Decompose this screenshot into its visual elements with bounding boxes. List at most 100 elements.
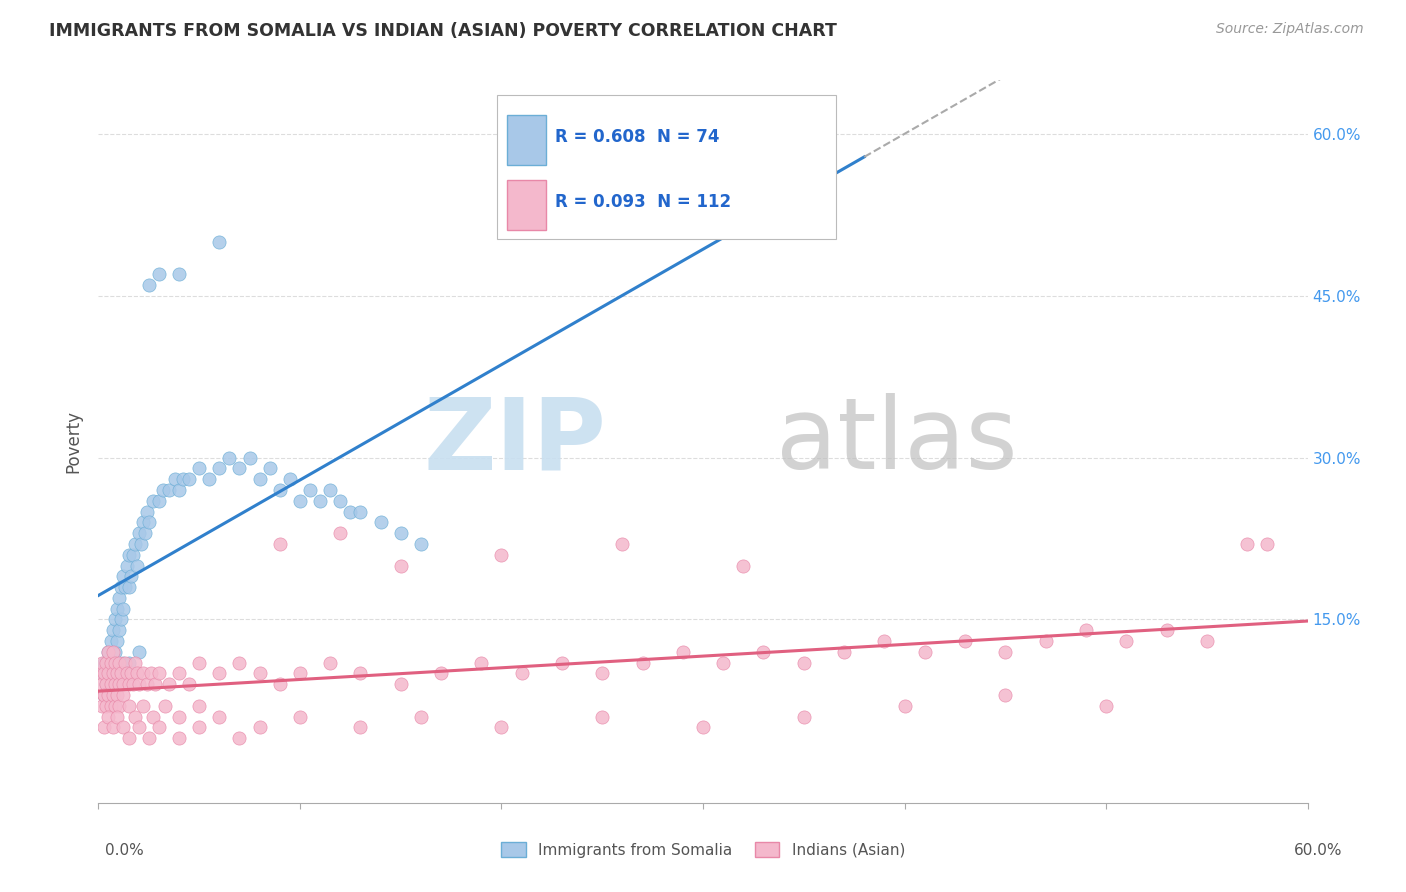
Legend: Immigrants from Somalia, Indians (Asian): Immigrants from Somalia, Indians (Asian): [495, 836, 911, 863]
Point: [97, 688, 120, 702]
Point: [349, 720, 371, 734]
Point: [188, 720, 211, 734]
Point: [96, 677, 118, 691]
Point: [91, 698, 114, 713]
Point: [101, 688, 124, 702]
Point: [103, 698, 125, 713]
Point: [249, 472, 271, 486]
Point: [319, 483, 342, 497]
Point: [510, 666, 533, 681]
Point: [134, 526, 156, 541]
Point: [172, 472, 194, 486]
Point: [107, 656, 129, 670]
Point: [100, 698, 122, 713]
Point: [101, 624, 124, 638]
Text: IMMIGRANTS FROM SOMALIA VS INDIAN (ASIAN) POVERTY CORRELATION CHART: IMMIGRANTS FROM SOMALIA VS INDIAN (ASIAN…: [49, 22, 837, 40]
Point: [114, 656, 136, 670]
Point: [93, 688, 115, 702]
Point: [142, 493, 165, 508]
Point: [188, 656, 211, 670]
Point: [349, 666, 371, 681]
Point: [249, 720, 271, 734]
Point: [1236, 537, 1258, 551]
Point: [101, 720, 124, 734]
Point: [107, 624, 129, 638]
Point: [91, 666, 114, 681]
Point: [389, 526, 412, 541]
FancyBboxPatch shape: [498, 95, 837, 239]
Point: [124, 537, 146, 551]
Point: [142, 709, 165, 723]
Point: [110, 612, 132, 626]
Point: [132, 698, 155, 713]
Point: [873, 634, 896, 648]
Point: [118, 698, 141, 713]
Point: [329, 493, 352, 508]
Point: [138, 731, 160, 745]
Point: [148, 493, 170, 508]
Text: R = 0.093  N = 112: R = 0.093 N = 112: [555, 193, 731, 211]
Point: [114, 580, 136, 594]
Point: [93, 720, 115, 734]
Point: [1256, 537, 1278, 551]
Point: [118, 580, 141, 594]
Point: [100, 677, 122, 691]
Point: [89, 666, 111, 681]
Point: [163, 472, 186, 486]
Point: [409, 709, 432, 723]
Point: [96, 677, 118, 691]
Point: [97, 709, 120, 723]
Point: [288, 666, 311, 681]
Point: [110, 666, 132, 681]
Point: [132, 666, 155, 681]
Point: [97, 688, 120, 702]
Point: [288, 709, 311, 723]
Point: [157, 483, 180, 497]
Point: [278, 472, 301, 486]
Point: [1095, 698, 1118, 713]
Point: [111, 656, 134, 670]
Point: [101, 656, 124, 670]
Point: [208, 235, 231, 249]
Point: [111, 720, 134, 734]
Point: [153, 698, 176, 713]
Point: [914, 645, 936, 659]
Point: [107, 666, 129, 681]
Point: [349, 505, 371, 519]
Point: [1115, 634, 1137, 648]
Point: [107, 591, 129, 605]
Point: [319, 656, 342, 670]
Point: [93, 656, 115, 670]
Point: [228, 731, 250, 745]
Point: [1035, 634, 1057, 648]
Point: [249, 666, 271, 681]
Point: [591, 666, 613, 681]
Point: [97, 645, 120, 659]
Point: [994, 645, 1017, 659]
Point: [1156, 624, 1178, 638]
Point: [96, 656, 118, 670]
Point: [208, 461, 231, 475]
Point: [103, 645, 125, 659]
Point: [409, 537, 432, 551]
Text: 0.0%: 0.0%: [105, 843, 145, 858]
Point: [135, 505, 157, 519]
Point: [228, 461, 250, 475]
Point: [101, 666, 124, 681]
Point: [389, 677, 412, 691]
Point: [470, 656, 492, 670]
Point: [198, 472, 221, 486]
Text: R = 0.608  N = 74: R = 0.608 N = 74: [555, 128, 720, 145]
Point: [832, 645, 855, 659]
Point: [118, 548, 141, 562]
FancyBboxPatch shape: [508, 180, 546, 230]
Point: [97, 666, 120, 681]
Point: [105, 688, 128, 702]
Point: [752, 645, 775, 659]
Point: [105, 634, 128, 648]
Point: [167, 731, 190, 745]
Point: [370, 516, 392, 530]
Y-axis label: Poverty: Poverty: [65, 410, 83, 473]
Point: [148, 720, 170, 734]
Point: [101, 666, 124, 681]
